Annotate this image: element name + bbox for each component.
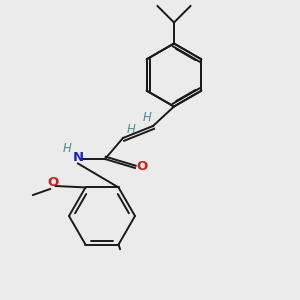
Text: N: N bbox=[72, 151, 84, 164]
Text: H: H bbox=[127, 123, 136, 136]
Text: O: O bbox=[136, 160, 147, 173]
Text: H: H bbox=[143, 111, 152, 124]
Text: H: H bbox=[63, 142, 72, 155]
Text: O: O bbox=[47, 176, 58, 190]
